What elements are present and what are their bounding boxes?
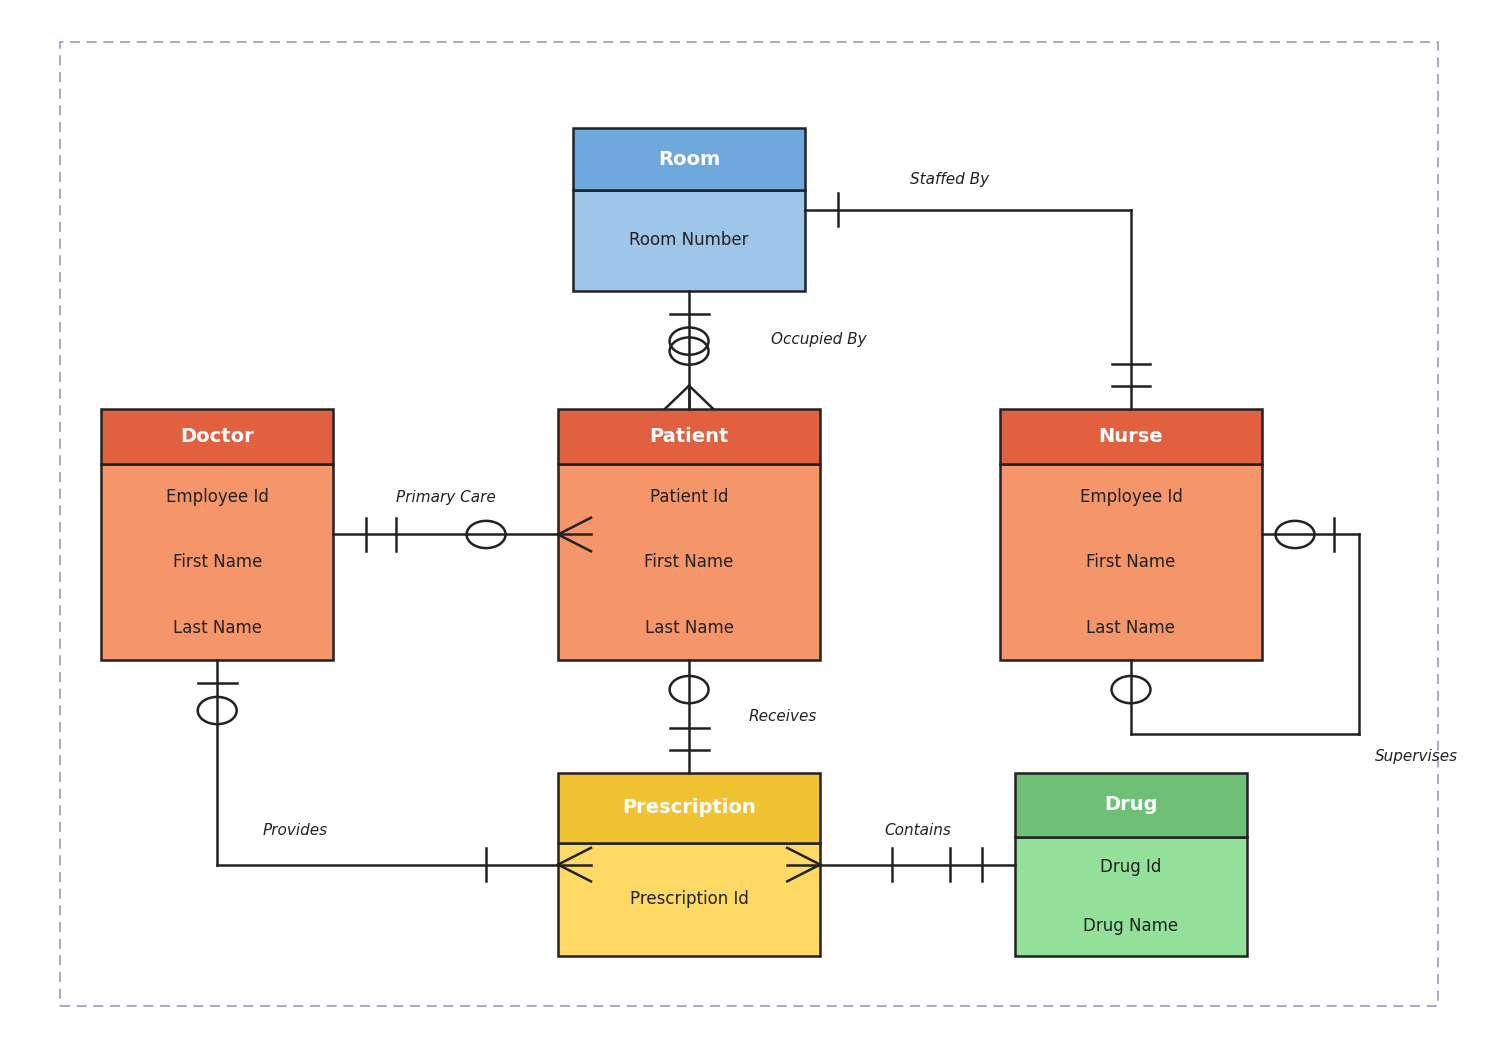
Text: Patient: Patient: [650, 427, 728, 445]
Text: Last Name: Last Name: [172, 618, 262, 636]
Bar: [1016, 773, 1246, 837]
Text: First Name: First Name: [1086, 553, 1176, 571]
Text: Occupied By: Occupied By: [771, 332, 867, 347]
Text: Staffed By: Staffed By: [909, 172, 989, 187]
Text: Prescription: Prescription: [622, 799, 756, 817]
Text: Room Number: Room Number: [629, 232, 749, 249]
Text: Nurse: Nurse: [1098, 427, 1164, 445]
Bar: [559, 409, 821, 464]
Text: Last Name: Last Name: [644, 618, 734, 636]
Text: Contains: Contains: [884, 824, 951, 838]
Text: Drug Id: Drug Id: [1101, 858, 1161, 876]
Text: Patient Id: Patient Id: [650, 487, 728, 506]
Text: Primary Care: Primary Care: [395, 490, 496, 505]
Text: Employee Id: Employee Id: [1080, 487, 1182, 506]
Text: Receives: Receives: [749, 709, 818, 724]
Bar: [572, 129, 806, 190]
Text: Provides: Provides: [262, 824, 327, 838]
Text: First Name: First Name: [172, 553, 262, 571]
Bar: [1016, 837, 1246, 956]
Text: First Name: First Name: [644, 553, 734, 571]
Text: Doctor: Doctor: [180, 427, 255, 445]
Bar: [572, 190, 806, 290]
Text: Last Name: Last Name: [1086, 618, 1176, 636]
Bar: [1001, 464, 1261, 660]
Bar: [100, 409, 333, 464]
Text: Drug: Drug: [1104, 795, 1158, 814]
Bar: [559, 773, 821, 843]
Bar: [1001, 409, 1261, 464]
Text: Room: Room: [658, 150, 721, 169]
Bar: [100, 464, 333, 660]
Bar: [559, 464, 821, 660]
Text: Drug Name: Drug Name: [1083, 917, 1179, 936]
Text: Supervises: Supervises: [1375, 749, 1458, 764]
Text: Prescription Id: Prescription Id: [629, 891, 749, 909]
Bar: [559, 843, 821, 956]
Text: Employee Id: Employee Id: [166, 487, 268, 506]
